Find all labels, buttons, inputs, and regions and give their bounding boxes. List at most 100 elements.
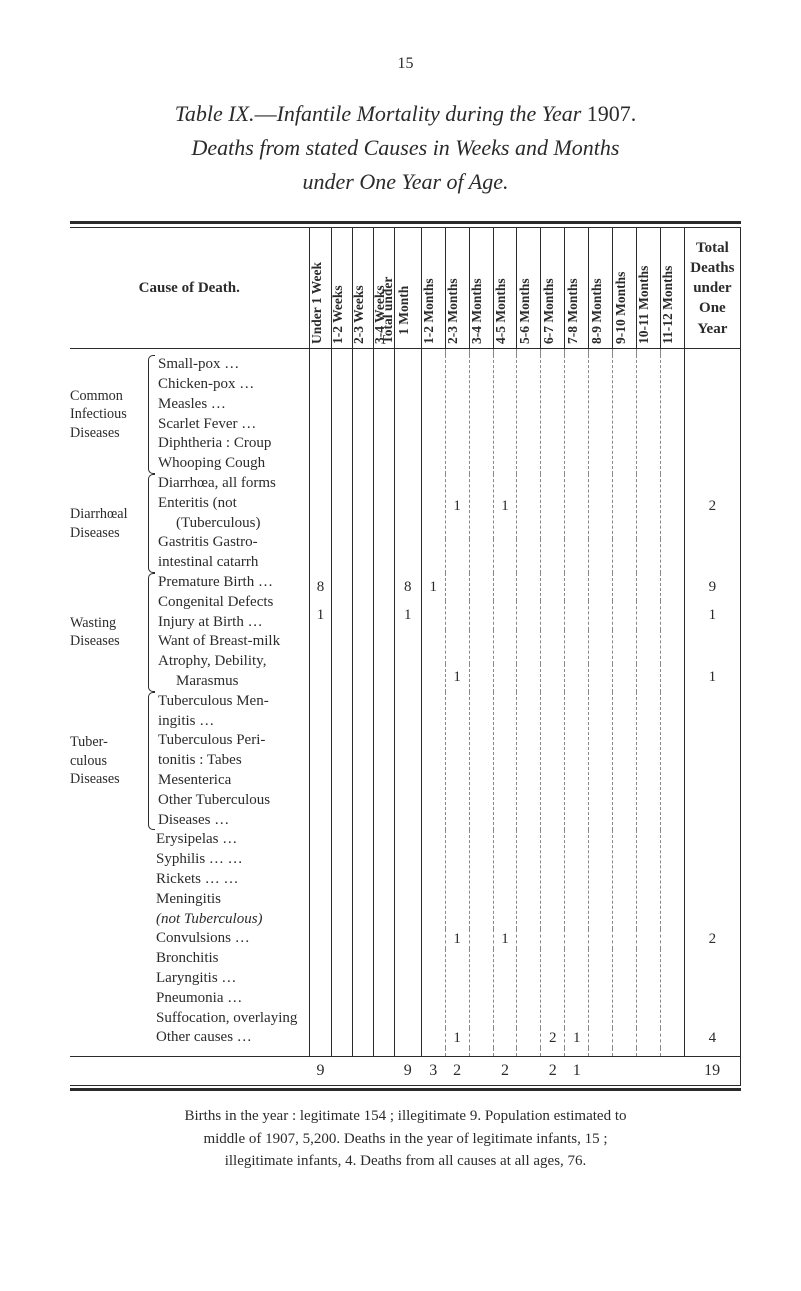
tot-m23: 2 (445, 1057, 469, 1086)
footnote-l3: illegitimate infants, 4. Deaths from all… (225, 1153, 587, 1169)
brace-icon (144, 573, 156, 692)
val-atrophy-m23: 1 (445, 664, 469, 692)
group-wasting: Wasting Diseases Premature Birth … Conge… (70, 573, 305, 692)
title-l2: Deaths from stated Causes in Weeks and M… (192, 135, 620, 160)
table-title: Table IX.—Infantile Mortality during the… (82, 97, 729, 199)
group-common: Common Infectious Diseases Small-pox … C… (70, 355, 305, 474)
group-tuberculous-label: Tuber- culous Diseases (70, 733, 144, 789)
col-6-7-months: 6-7 Months (541, 279, 557, 345)
group-diarrhoeal-label: Diarrhœal Diseases (70, 505, 144, 542)
tot-total: 19 (684, 1057, 740, 1086)
mortality-table: Cause of Death. Under 1 Week 1-2 Weeks 2… (70, 228, 741, 1086)
val-premature-total: 9 (684, 573, 740, 601)
cause-whooping: Whooping Cough (156, 454, 305, 474)
tot-m67: 2 (541, 1057, 565, 1086)
val-enteritis-m23: 1 (445, 474, 469, 539)
col-2-3-months: 2-3 Months (445, 279, 461, 345)
val-atrophy-total: 1 (684, 664, 740, 692)
cause-atrophy-1: Atrophy, Debility, (156, 652, 305, 672)
col-3-4-months: 3-4 Months (469, 279, 485, 345)
col-cause: Cause of Death. (70, 228, 309, 349)
cause-laryngitis: Laryngitis … (144, 969, 305, 989)
val-congenital-tot1m: 1 (394, 601, 421, 629)
val-other-m67: 2 (541, 1028, 565, 1048)
cause-congenital: Congenital Defects (156, 593, 305, 613)
cause-pneumonia: Pneumonia … (144, 989, 305, 1009)
cause-diphtheria: Diphtheria : Croup (156, 434, 305, 454)
cause-tb-men-1: Tuberculous Men- (156, 692, 305, 712)
val-convulsions-m45: 1 (493, 929, 517, 949)
title-a: Table IX. (175, 101, 255, 126)
col-7-8-months: 7-8 Months (565, 279, 581, 345)
brace-icon (144, 474, 156, 573)
cause-chickenpox: Chicken-pox … (156, 375, 305, 395)
cause-enteritis-2: (Tuberculous) (156, 514, 305, 534)
cause-gastritis-1: Gastritis Gastro- (156, 533, 305, 553)
val-convulsions-m23: 1 (445, 929, 469, 949)
title-b: Infantile Mortality during the Year (277, 101, 587, 126)
col-total-under-1m: Total under 1 Month (380, 277, 412, 344)
cause-smallpox: Small-pox … (156, 355, 305, 375)
cause-meningitis-1: Meningitis (144, 890, 305, 910)
totals-row: 9 9 3 2 2 2 1 19 (70, 1057, 741, 1086)
cause-meningitis-2: (not Tuberculous) (144, 910, 305, 930)
col-8-9-months: 8-9 Months (589, 279, 605, 345)
cause-gastritis-2: intestinal catarrh (156, 553, 305, 573)
cause-want-milk: Want of Breast-milk (156, 632, 305, 652)
col-4-5-months: 4-5 Months (493, 279, 509, 345)
cause-atrophy-2: Marasmus (156, 672, 305, 692)
col-11-12-months: 11-12 Months (660, 266, 676, 344)
cause-suffocation: Suffocation, overlaying (144, 1009, 305, 1029)
cause-other: Other causes … (144, 1028, 305, 1048)
cause-erysipelas: Erysipelas … (144, 830, 305, 850)
cause-rickets: Rickets … … (144, 870, 305, 890)
tot-m78: 1 (565, 1057, 589, 1086)
title-dash: — (255, 101, 277, 126)
tot-m12: 3 (421, 1057, 445, 1086)
cause-tb-other-2: Diseases … (156, 811, 305, 831)
cause-convulsions: Convulsions … (144, 929, 305, 949)
tot-m45: 2 (493, 1057, 517, 1086)
col-1-2-weeks: 1-2 Weeks (330, 286, 346, 345)
group-plain-mid: Bronchitis Laryngitis … Pneumonia … Suff… (70, 949, 305, 1028)
cause-tb-peri-3: Mesenterica (156, 771, 305, 791)
cause-injury: Injury at Birth … (156, 613, 305, 633)
val-congenital-total: 1 (684, 601, 740, 629)
col-5-6-months: 5-6 Months (517, 279, 533, 345)
cause-tb-peri-1: Tuberculous Peri- (156, 731, 305, 751)
page: 15 Table IX.—Infantile Mortality during … (0, 0, 801, 1213)
val-other-m23: 1 (445, 1028, 469, 1048)
cause-tb-men-2: ingitis … (156, 712, 305, 732)
title-l3: under One Year of Age. (303, 169, 509, 194)
val-premature-u1w: 8 (309, 573, 332, 601)
footnote-l2: middle of 1907, 5,200. Deaths in the yea… (203, 1131, 607, 1147)
group-diarrhoeal: Diarrhœal Diseases Diarrhœa, all forms E… (70, 474, 305, 573)
col-2-3-weeks: 2-3 Weeks (351, 286, 367, 345)
group-common-label: Common Infectious Diseases (70, 387, 144, 443)
cause-diarrhoea-all: Diarrhœa, all forms (156, 474, 305, 494)
footnote-l1: Births in the year : legitimate 154 ; il… (184, 1108, 626, 1124)
val-convulsions-total: 2 (684, 929, 740, 949)
cause-measles: Measles … (156, 395, 305, 415)
col-9-10-months: 9-10 Months (613, 272, 629, 344)
cause-scarlet: Scarlet Fever … (156, 415, 305, 435)
title-year: 1907. (587, 101, 637, 126)
val-premature-m12: 1 (421, 573, 445, 601)
group-plain-top: Erysipelas … Syphilis … … Rickets … … Me… (70, 830, 305, 929)
group-tuberculous: Tuber- culous Diseases Tuberculous Men- … (70, 692, 305, 831)
val-enteritis-m45: 1 (493, 474, 517, 539)
tot-u1m: 9 (394, 1057, 421, 1086)
col-1-2-months: 1-2 Months (421, 279, 437, 345)
page-number: 15 (70, 55, 741, 73)
rule-top-thick (70, 221, 741, 224)
tot-u1w: 9 (309, 1057, 332, 1086)
val-other-m78: 1 (565, 1028, 589, 1048)
col-10-11-months: 10-11 Months (636, 266, 652, 344)
header-row: Cause of Death. Under 1 Week 1-2 Weeks 2… (70, 228, 741, 349)
cause-tb-other-1: Other Tuberculous (156, 791, 305, 811)
val-premature-tot1m: 8 (394, 573, 421, 601)
cause-bronchitis: Bronchitis (144, 949, 305, 969)
cause-syphilis: Syphilis … … (144, 850, 305, 870)
col-total: Total Deaths under One Year (684, 228, 740, 349)
group-wasting-label: Wasting Diseases (70, 614, 144, 651)
